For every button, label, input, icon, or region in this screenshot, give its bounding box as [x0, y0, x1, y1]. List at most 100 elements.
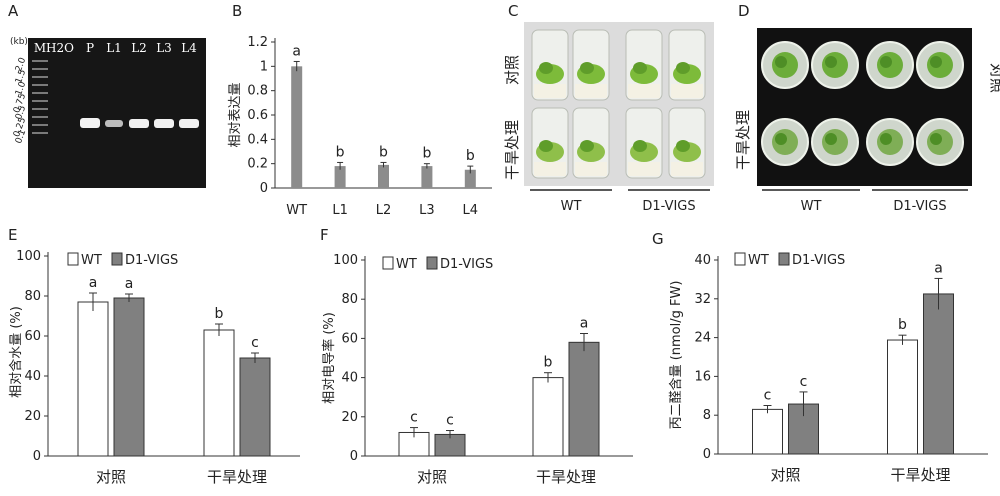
- x-tick-label: 干旱处理: [536, 468, 596, 486]
- y-tick-label: 1: [260, 59, 268, 74]
- d-group-vigs: D1-VIGS: [893, 199, 946, 214]
- gel-band-l4: [179, 119, 199, 128]
- d-group-wt: WT: [801, 199, 822, 214]
- panel-e-label: E: [8, 226, 17, 244]
- y-tick-label: 60: [24, 329, 41, 344]
- y-tick-label: 20: [24, 409, 41, 424]
- legend-label: D1-VIGS: [792, 253, 845, 268]
- legend-label: WT: [396, 257, 417, 272]
- lane-label-6: L4: [181, 41, 197, 55]
- sig-letter: b: [422, 146, 431, 162]
- gel-unit: (kb): [10, 37, 28, 47]
- y-axis-label: 相对电导率 (%): [321, 312, 337, 404]
- dish-leaf: [930, 133, 942, 145]
- plant-leaf: [633, 140, 647, 152]
- y-tick-label: 0: [350, 449, 358, 464]
- marker-band: [32, 60, 48, 62]
- panel-c-label: C: [508, 2, 518, 20]
- x-tick-label: 对照: [770, 466, 800, 484]
- c-group-wt: WT: [561, 199, 582, 214]
- bar-D1-VIGS-1: [924, 294, 954, 454]
- sig-letter: c: [764, 388, 772, 404]
- dish-leaf: [775, 56, 787, 68]
- x-tick-label: L2: [376, 203, 392, 218]
- bar-L3: [421, 166, 432, 188]
- panel-e: E 020406080100相对含水量 (%)aa对照bc干旱处理WTD1-VI…: [8, 226, 300, 486]
- y-tick-label: 40: [694, 253, 711, 268]
- x-tick-label: 干旱处理: [890, 466, 950, 484]
- y-tick-label: 40: [341, 371, 358, 386]
- sig-letter: b: [215, 306, 224, 322]
- panel-f: F 020406080100相对电导率 (%)cc对照ba干旱处理WTD1-VI…: [320, 226, 633, 486]
- x-tick-label: L3: [419, 203, 435, 218]
- y-axis-label: 丙二醛含量 (nmol/g FW): [668, 281, 684, 430]
- legend-swatch: [735, 253, 745, 265]
- x-tick-label: L4: [463, 203, 479, 218]
- marker-band: [32, 124, 48, 126]
- legend-label: D1-VIGS: [440, 257, 493, 272]
- y-tick-label: 80: [24, 289, 41, 304]
- y-tick-label: 60: [341, 331, 358, 346]
- x-tick-label: L1: [332, 203, 348, 218]
- sig-letter: b: [336, 144, 345, 160]
- bar-WT-1: [204, 330, 234, 456]
- marker-size-labels: 2.01.51.00.750.50.250.1: [12, 56, 28, 145]
- panel-f-label: F: [320, 226, 329, 244]
- panel-a-label: A: [8, 2, 19, 20]
- plant-leaf: [633, 62, 647, 74]
- dish-leaf: [825, 56, 837, 68]
- gel-band-p: [80, 118, 100, 128]
- panel-g: G 0816243240丙二醛含量 (nmol/g FW)cc对照ba干旱处理W…: [652, 230, 988, 484]
- marker-band: [32, 100, 48, 102]
- y-tick-label: 0.4: [247, 132, 268, 147]
- lane-label-3: L1: [106, 41, 122, 55]
- y-tick-label: 0.2: [247, 157, 268, 172]
- y-tick-label: 80: [341, 292, 358, 307]
- bar-D1-VIGS-1: [240, 358, 270, 456]
- sig-letter: a: [934, 260, 943, 276]
- sig-letter: a: [580, 316, 589, 332]
- expression-chart: 00.20.40.60.811.2相对表达量aWTbL1bL2bL3bL4: [228, 35, 492, 218]
- water-content-chart: 020406080100相对含水量 (%)aa对照bc干旱处理WTD1-VIGS: [8, 249, 300, 486]
- bar-WT-0: [753, 409, 783, 454]
- legend-swatch: [112, 253, 122, 265]
- bar-D1-VIGS-1: [569, 342, 599, 456]
- jar-medium: [671, 162, 703, 176]
- panel-b: B 00.20.40.60.811.2相对表达量aWTbL1bL2bL3bL4: [228, 2, 492, 218]
- sig-letter: c: [800, 374, 808, 390]
- y-tick-label: 0: [260, 181, 268, 196]
- legend-swatch: [383, 257, 393, 269]
- y-tick-label: 1.2: [247, 35, 268, 50]
- lane-label-2: P: [86, 41, 94, 55]
- legend-label: WT: [748, 253, 769, 268]
- legend-swatch: [427, 257, 437, 269]
- marker-band: [32, 68, 48, 70]
- legend-label: D1-VIGS: [125, 253, 178, 268]
- gel-band-l3: [154, 119, 174, 128]
- y-tick-label: 32: [694, 292, 711, 307]
- marker-band: [32, 92, 48, 94]
- dish-leaf: [930, 56, 942, 68]
- jar-medium: [575, 84, 607, 98]
- bar-L2: [378, 165, 389, 188]
- plant-leaf: [539, 140, 553, 152]
- y-tick-label: 0: [33, 449, 41, 464]
- jar-medium: [671, 84, 703, 98]
- jar-medium: [628, 84, 660, 98]
- legend-swatch: [68, 253, 78, 265]
- dish-leaf: [825, 133, 837, 145]
- lane-label-4: L2: [131, 41, 147, 55]
- bar-WT-1: [533, 378, 563, 456]
- c-group-vigs: D1-VIGS: [642, 199, 695, 214]
- sig-letter: b: [379, 144, 388, 160]
- y-tick-label: 24: [694, 331, 711, 346]
- bar-WT-0: [78, 302, 108, 456]
- marker-band: [32, 76, 48, 78]
- y-tick-label: 100: [333, 253, 358, 268]
- panel-a: A (kb) 2.01.51.00.750.50.250.1 MH2OPL1L2…: [8, 2, 206, 188]
- sig-letter: a: [292, 43, 301, 59]
- panel-d-label: D: [738, 2, 750, 20]
- y-axis-label: 相对含水量 (%): [8, 306, 24, 398]
- gel-band-l2: [129, 119, 149, 128]
